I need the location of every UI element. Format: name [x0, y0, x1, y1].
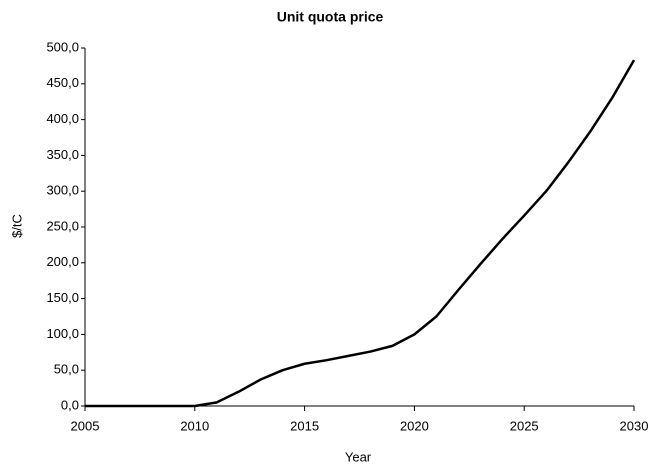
line-series — [85, 59, 636, 408]
y-tick-label: 0,0 — [61, 397, 79, 412]
x-tick-label: 2005 — [71, 418, 100, 433]
x-tick-label: 2030 — [620, 418, 649, 433]
x-tick-label: 2010 — [180, 418, 209, 433]
y-tick-label: 300,0 — [46, 183, 79, 198]
y-tick-label: 150,0 — [46, 290, 79, 305]
y-tick-label: 500,0 — [46, 39, 79, 54]
y-tick-label: 50,0 — [54, 362, 79, 377]
y-tick-label: 350,0 — [46, 147, 79, 162]
x-tick-label: 2020 — [400, 418, 429, 433]
y-tick-label: 100,0 — [46, 326, 79, 341]
y-axis-label: $/tC — [9, 214, 24, 238]
x-axis-label: Year — [345, 449, 372, 464]
y-tick-label: 450,0 — [46, 75, 79, 90]
y-tick-label: 250,0 — [46, 218, 79, 233]
y-tick-label: 200,0 — [46, 254, 79, 269]
x-tick-label: 2015 — [290, 418, 319, 433]
chart-title: Unit quota price — [277, 9, 384, 25]
x-tick-label: 2025 — [510, 418, 539, 433]
y-tick-label: 400,0 — [46, 111, 79, 126]
